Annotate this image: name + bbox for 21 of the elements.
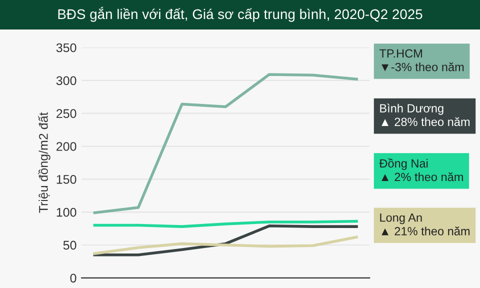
text: Đồng Nai: [379, 158, 428, 170]
text: TP.HCM: [379, 49, 422, 58]
text: Bình Dương: [380, 104, 444, 115]
text: Long An: [380, 214, 422, 224]
y-tick-label: 100: [56, 208, 76, 217]
y-tick-label: 50: [63, 240, 76, 250]
y-tick-label: 150: [56, 174, 76, 184]
y-tick-label: 0: [70, 274, 76, 283]
line-series: [93, 73, 358, 214]
line-series: [93, 224, 358, 256]
text: ▲ 21% theo năm: [382, 226, 470, 236]
y-tick-label: 200: [56, 142, 76, 151]
line-series: [93, 236, 358, 255]
y-tick-label: 250: [56, 109, 76, 118]
y-tick-label: 350: [56, 43, 76, 52]
y-tick-label: 300: [56, 76, 76, 86]
y-axis-title: Triệu đồng/m2 đất: [38, 112, 50, 213]
text: ▲ 2% theo năm: [382, 172, 463, 182]
chart-title: BĐS gắn liền với đất, Giá sơ cấp trung bình, 2020-Q2 2025: [58, 6, 422, 22]
text: ▲ 28% theo năm: [382, 117, 470, 126]
text: ▼-3% theo năm: [382, 62, 464, 72]
